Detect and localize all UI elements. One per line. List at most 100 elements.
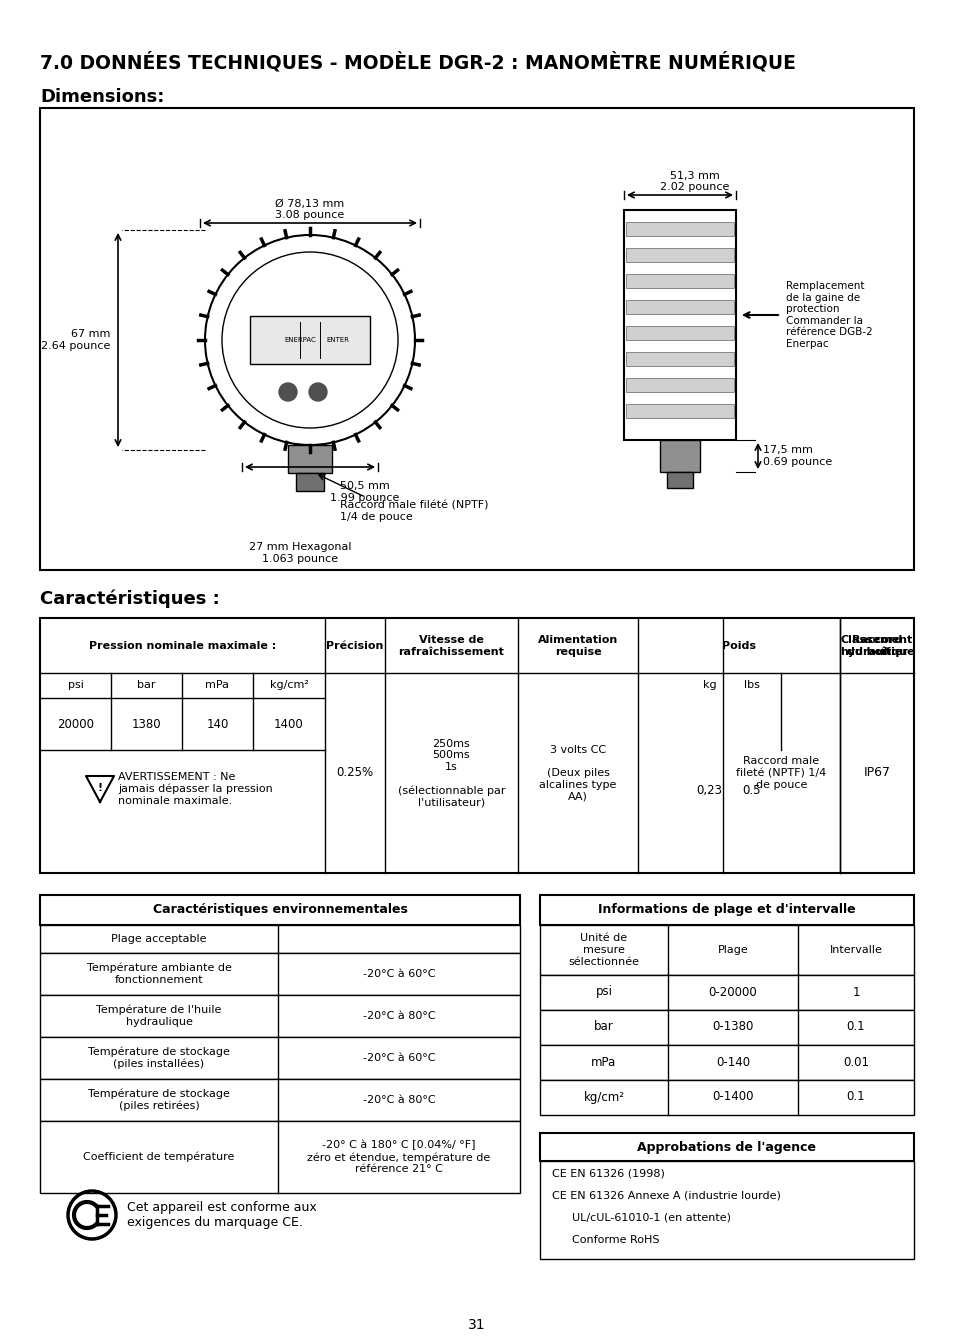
- Text: kg/cm²: kg/cm²: [583, 1090, 624, 1104]
- Text: !: !: [97, 783, 103, 794]
- Text: Alimentation
requise: Alimentation requise: [537, 635, 618, 657]
- FancyBboxPatch shape: [250, 317, 370, 363]
- FancyBboxPatch shape: [288, 445, 332, 473]
- FancyBboxPatch shape: [295, 473, 324, 492]
- Text: -20°C à 80°C: -20°C à 80°C: [362, 1011, 435, 1021]
- FancyBboxPatch shape: [40, 108, 913, 570]
- Text: 7.0 DONNÉES TECHNIQUES - MODÈLE DGR-2 : MANOMÈTRE NUMÉRIQUE: 7.0 DONNÉES TECHNIQUES - MODÈLE DGR-2 : …: [40, 52, 795, 72]
- Text: Pression nominale maximale :: Pression nominale maximale :: [89, 641, 275, 651]
- Text: 1: 1: [851, 986, 859, 998]
- Text: psi: psi: [68, 680, 83, 689]
- FancyBboxPatch shape: [539, 1161, 913, 1259]
- Text: 20000: 20000: [57, 717, 94, 731]
- Text: 50,5 mm
1.99 pounce: 50,5 mm 1.99 pounce: [330, 481, 399, 502]
- Text: Remplacement
de la gaine de
protection
Commander la
référence DGB-2
Enerpac: Remplacement de la gaine de protection C…: [785, 281, 872, 349]
- FancyBboxPatch shape: [40, 1079, 519, 1121]
- Text: 0-1400: 0-1400: [712, 1090, 753, 1104]
- Text: 1400: 1400: [274, 717, 304, 731]
- Text: ENERPAC: ENERPAC: [284, 337, 315, 343]
- Text: Ø 78,13 mm: Ø 78,13 mm: [275, 199, 344, 208]
- Text: 0-140: 0-140: [715, 1055, 749, 1069]
- FancyBboxPatch shape: [40, 1121, 519, 1193]
- Text: -20°C à 60°C: -20°C à 60°C: [362, 969, 435, 979]
- FancyBboxPatch shape: [625, 301, 733, 314]
- Text: CE EN 61326 Annexe A (industrie lourde): CE EN 61326 Annexe A (industrie lourde): [552, 1190, 781, 1201]
- FancyBboxPatch shape: [625, 378, 733, 391]
- Text: 2.02 pounce: 2.02 pounce: [659, 182, 729, 192]
- FancyBboxPatch shape: [539, 975, 913, 1010]
- Text: 0-1380: 0-1380: [712, 1021, 753, 1034]
- Text: 31: 31: [468, 1319, 485, 1332]
- FancyBboxPatch shape: [40, 925, 519, 953]
- Text: -20°C à 80°C: -20°C à 80°C: [362, 1096, 435, 1105]
- Text: mPa: mPa: [205, 680, 230, 689]
- Text: Cet appareil est conforme aux
exigences du marquage CE.: Cet appareil est conforme aux exigences …: [127, 1201, 316, 1229]
- FancyBboxPatch shape: [625, 248, 733, 262]
- Text: Caractéristiques :: Caractéristiques :: [40, 591, 219, 608]
- Text: 1380: 1380: [132, 717, 161, 731]
- Text: 67 mm
2.64 pounce: 67 mm 2.64 pounce: [41, 329, 110, 351]
- Text: Plage acceptable: Plage acceptable: [112, 934, 207, 945]
- Text: 0-20000: 0-20000: [708, 986, 757, 998]
- Text: Température de l'huile
hydraulique: Température de l'huile hydraulique: [96, 1005, 221, 1027]
- Text: kg: kg: [702, 680, 716, 689]
- FancyBboxPatch shape: [539, 1045, 913, 1079]
- Text: Coefficient de température: Coefficient de température: [83, 1152, 234, 1162]
- FancyBboxPatch shape: [539, 1079, 913, 1116]
- Text: 0.1: 0.1: [846, 1021, 864, 1034]
- Text: psi: psi: [595, 986, 612, 998]
- Text: -20°C à 60°C: -20°C à 60°C: [362, 1053, 435, 1063]
- Text: 51,3 mm: 51,3 mm: [669, 171, 720, 180]
- Text: 3.08 pounce: 3.08 pounce: [275, 210, 344, 220]
- Text: Approbations de l'agence: Approbations de l'agence: [637, 1141, 816, 1153]
- Text: 17,5 mm
0.69 pounce: 17,5 mm 0.69 pounce: [762, 445, 831, 466]
- FancyBboxPatch shape: [40, 1037, 519, 1079]
- FancyBboxPatch shape: [625, 351, 733, 366]
- FancyBboxPatch shape: [625, 326, 733, 339]
- Text: -20° C à 180° C [0.04%/ °F]
zéro et étendue, température de
référence 21° C: -20° C à 180° C [0.04%/ °F] zéro et éten…: [307, 1140, 490, 1174]
- Text: Température de stockage
(piles installées): Température de stockage (piles installée…: [88, 1046, 230, 1069]
- Text: 0.01: 0.01: [842, 1055, 868, 1069]
- FancyBboxPatch shape: [40, 995, 519, 1037]
- Text: bar: bar: [594, 1021, 613, 1034]
- Text: Température ambiante de
fonctionnement: Température ambiante de fonctionnement: [87, 963, 232, 985]
- Text: AVERTISSEMENT : Ne
jamais dépasser la pression
nominale maximale.: AVERTISSEMENT : Ne jamais dépasser la pr…: [118, 772, 273, 806]
- Text: 0.25%: 0.25%: [336, 767, 374, 779]
- Circle shape: [278, 383, 296, 401]
- FancyBboxPatch shape: [40, 619, 913, 872]
- Text: 0.1: 0.1: [846, 1090, 864, 1104]
- FancyBboxPatch shape: [40, 895, 519, 925]
- FancyBboxPatch shape: [539, 1010, 913, 1045]
- FancyBboxPatch shape: [539, 895, 913, 925]
- Text: Unité de
mesure
sélectionnée: Unité de mesure sélectionnée: [568, 934, 639, 967]
- FancyBboxPatch shape: [625, 403, 733, 418]
- Text: 0.5: 0.5: [742, 784, 760, 798]
- FancyBboxPatch shape: [539, 1133, 913, 1161]
- FancyBboxPatch shape: [659, 440, 700, 472]
- Text: bar: bar: [137, 680, 155, 689]
- Text: kg/cm²: kg/cm²: [270, 680, 308, 689]
- Text: Conforme RoHS: Conforme RoHS: [572, 1234, 659, 1245]
- Text: Dimensions:: Dimensions:: [40, 88, 164, 106]
- Text: 27 mm Hexagonal
1.063 pounce: 27 mm Hexagonal 1.063 pounce: [249, 542, 351, 564]
- Text: Raccord male filété (NPTF)
1/4 de pouce: Raccord male filété (NPTF) 1/4 de pouce: [339, 500, 488, 521]
- FancyBboxPatch shape: [666, 472, 692, 488]
- Text: Température de stockage
(piles retirées): Température de stockage (piles retirées): [88, 1089, 230, 1112]
- Text: IP67: IP67: [862, 767, 889, 779]
- Text: UL/cUL-61010-1 (en attente): UL/cUL-61010-1 (en attente): [572, 1213, 730, 1222]
- Text: mPa: mPa: [591, 1055, 616, 1069]
- Text: lbs: lbs: [743, 680, 760, 689]
- Text: CE EN 61326 (1998): CE EN 61326 (1998): [552, 1169, 664, 1178]
- Text: ENTER: ENTER: [326, 337, 349, 343]
- FancyBboxPatch shape: [625, 274, 733, 289]
- Text: 140: 140: [206, 717, 229, 731]
- Text: Classement
du boîtier: Classement du boîtier: [840, 635, 912, 657]
- Text: Précision: Précision: [326, 641, 383, 651]
- Text: Vitesse de
rafraîchissement: Vitesse de rafraîchissement: [398, 635, 504, 657]
- Text: 3 volts CC

(Deux piles
alcalines type
AA): 3 volts CC (Deux piles alcalines type AA…: [538, 744, 616, 802]
- FancyBboxPatch shape: [623, 210, 735, 440]
- Text: 250ms
500ms
1s

(sélectionnable par
l'utilisateur): 250ms 500ms 1s (sélectionnable par l'uti…: [397, 739, 505, 807]
- FancyBboxPatch shape: [539, 925, 913, 975]
- FancyBboxPatch shape: [625, 222, 733, 236]
- Text: Raccord male
fileté (NPTF) 1/4
de pouce: Raccord male fileté (NPTF) 1/4 de pouce: [736, 756, 825, 790]
